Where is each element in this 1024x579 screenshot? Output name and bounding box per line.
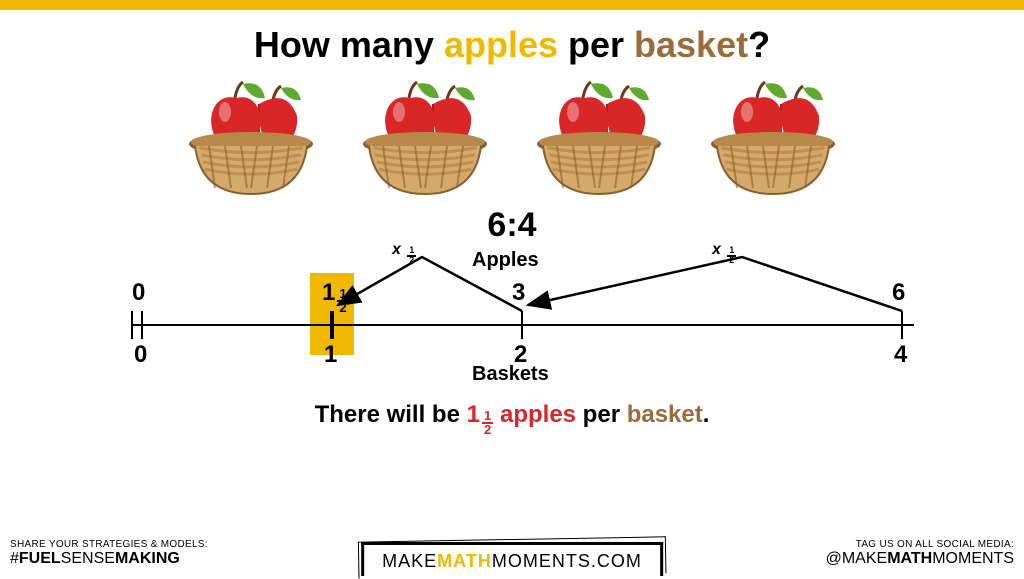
footer-right: TAG US ON ALL SOCIAL MEDIA: @MAKEMATHMOM…: [826, 539, 1014, 568]
multiply-label: x 12: [712, 241, 736, 265]
conclusion: There will be 112 apples per basket.: [0, 401, 1024, 436]
tick-bottom: 2: [514, 341, 527, 369]
footer-right-small: TAG US ON ALL SOCIAL MEDIA:: [826, 539, 1014, 550]
number-line-svg: [102, 245, 922, 395]
tick-bottom: 4: [894, 341, 907, 369]
title-basket: basket: [634, 24, 748, 65]
number-line: ApplesBaskets0011213264x 12x 12: [102, 245, 922, 395]
basket-item: [703, 80, 843, 200]
title-prefix: How many: [254, 24, 444, 65]
basket-icon: [355, 80, 495, 200]
conclusion-basket: basket: [627, 401, 703, 428]
brand-box: MAKEMATHMOMENTS.COM: [361, 542, 663, 576]
tick-bottom: 1: [324, 341, 337, 369]
baskets-row: [0, 80, 1024, 200]
multiply-label: x 12: [392, 241, 416, 265]
footer-left-tag: #FUELSENSEMAKING: [10, 550, 208, 568]
tick-top: 0: [132, 279, 145, 307]
conclusion-amount: 112 apples: [467, 401, 576, 428]
brand-post: MOMENTS.COM: [492, 551, 642, 571]
basket-icon: [703, 80, 843, 200]
page-title: How many apples per basket?: [0, 24, 1024, 66]
basket-icon: [181, 80, 321, 200]
basket-item: [355, 80, 495, 200]
tick-top: 3: [512, 279, 525, 307]
top-accent-bar: [0, 0, 1024, 10]
ratio-text: 6:4: [0, 206, 1024, 245]
brand-accent: MATH: [437, 551, 492, 571]
title-mid: per: [558, 24, 634, 65]
conclusion-suffix: .: [703, 401, 710, 428]
basket-item: [529, 80, 669, 200]
footer-left: SHARE YOUR STRATEGIES & MODELS: #FUELSEN…: [10, 539, 208, 568]
basket-icon: [529, 80, 669, 200]
conclusion-prefix: There will be: [315, 401, 467, 428]
title-suffix: ?: [748, 24, 770, 65]
conclusion-mid: per: [576, 401, 627, 428]
tick-top: 6: [892, 279, 905, 307]
footer-left-small: SHARE YOUR STRATEGIES & MODELS:: [10, 539, 208, 550]
title-apples: apples: [444, 24, 558, 65]
basket-item: [181, 80, 321, 200]
tick-bottom: 0: [134, 341, 147, 369]
tick-top: 112: [322, 279, 349, 314]
footer-right-tag: @MAKEMATHMOMENTS: [826, 550, 1014, 568]
brand-pre: MAKE: [382, 551, 437, 571]
